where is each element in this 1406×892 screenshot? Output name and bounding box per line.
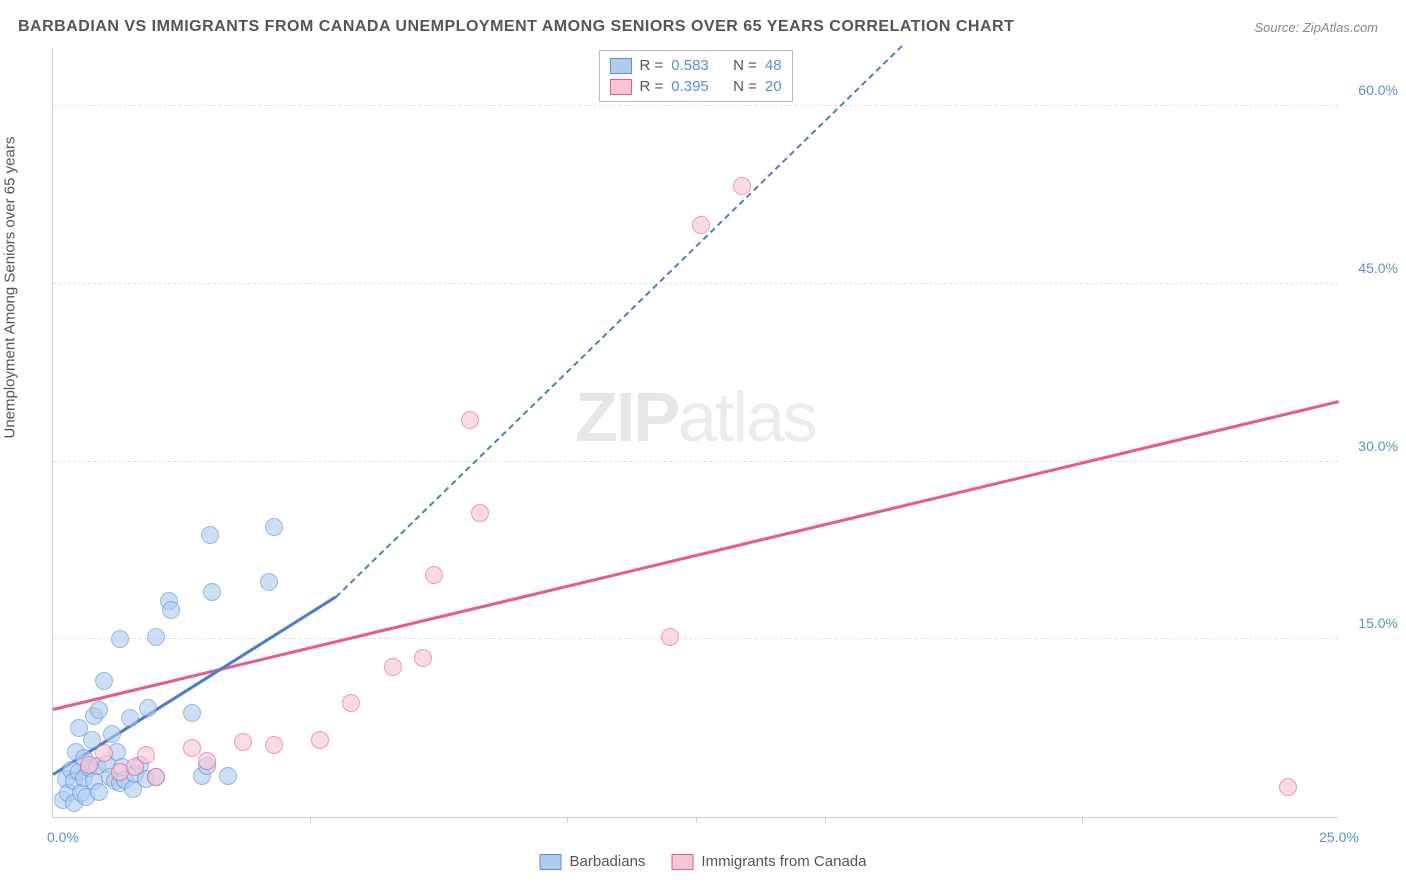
n-value: 20 (765, 78, 782, 95)
scatter-point (111, 630, 129, 648)
r-label: R = (639, 78, 663, 95)
r-label: R = (639, 57, 663, 74)
scatter-point (265, 736, 283, 754)
y-tick-label: 30.0% (1358, 438, 1398, 454)
scatter-point (198, 752, 216, 770)
scatter-point (162, 601, 180, 619)
scatter-point (311, 731, 329, 749)
scatter-point (201, 526, 219, 544)
x-tick-mark (1082, 817, 1083, 823)
scatter-point (137, 746, 155, 764)
scatter-point (342, 694, 360, 712)
legend-swatch (540, 854, 562, 870)
scatter-point (384, 658, 402, 676)
watermark-bold: ZIP (575, 378, 678, 456)
legend-item: Immigrants from Canada (671, 853, 866, 870)
legend-swatch (671, 854, 693, 870)
plot-area: ZIPatlas R = 0.583 N = 48 R = 0.395 N = … (52, 48, 1338, 818)
scatter-point (80, 756, 98, 774)
legend-label: Immigrants from Canada (701, 853, 866, 870)
scatter-point (234, 733, 252, 751)
scatter-point (183, 739, 201, 757)
trend-line-dashed (335, 45, 902, 597)
scatter-point (1279, 778, 1297, 796)
scatter-point (90, 783, 108, 801)
scatter-point (103, 725, 121, 743)
x-tick-label: 25.0% (1319, 829, 1359, 845)
source-attribution: Source: ZipAtlas.com (1254, 20, 1378, 35)
scatter-point (219, 767, 237, 785)
gridline-horizontal (53, 283, 1338, 284)
legend-label: Barbadians (570, 853, 646, 870)
y-tick-label: 60.0% (1358, 82, 1398, 98)
scatter-point (461, 411, 479, 429)
legend-item: Barbadians (540, 853, 646, 870)
scatter-point (265, 518, 283, 536)
bottom-legend: Barbadians Immigrants from Canada (540, 853, 867, 870)
gridline-horizontal (53, 105, 1338, 106)
y-tick-label: 15.0% (1358, 615, 1398, 631)
legend-swatch (609, 58, 631, 74)
scatter-point (471, 504, 489, 522)
trend-line (53, 400, 1340, 710)
y-tick-label: 45.0% (1358, 260, 1398, 276)
x-tick-mark (567, 817, 568, 823)
n-label: N = (733, 57, 757, 74)
y-axis-label: Unemployment Among Seniors over 65 years (2, 137, 19, 439)
gridline-horizontal (53, 638, 1338, 639)
x-tick-label: 0.0% (47, 829, 79, 845)
x-tick-mark (696, 817, 697, 823)
watermark: ZIPatlas (575, 377, 816, 457)
scatter-point (147, 628, 165, 646)
scatter-point (692, 216, 710, 234)
scatter-point (203, 583, 221, 601)
stats-legend: R = 0.583 N = 48 R = 0.395 N = 20 (598, 50, 792, 102)
scatter-point (95, 744, 113, 762)
n-label: N = (733, 78, 757, 95)
scatter-point (661, 628, 679, 646)
scatter-point (90, 701, 108, 719)
scatter-point (425, 566, 443, 584)
watermark-thin: atlas (678, 378, 816, 456)
scatter-point (139, 699, 157, 717)
scatter-point (733, 177, 751, 195)
chart-title: BARBADIAN VS IMMIGRANTS FROM CANADA UNEM… (18, 18, 1014, 36)
x-tick-mark (310, 817, 311, 823)
scatter-point (414, 649, 432, 667)
scatter-point (147, 768, 165, 786)
stats-row: R = 0.395 N = 20 (609, 76, 781, 97)
scatter-point (260, 573, 278, 591)
legend-swatch (609, 79, 631, 95)
scatter-point (95, 672, 113, 690)
scatter-point (121, 709, 139, 727)
x-tick-mark (825, 817, 826, 823)
n-value: 48 (765, 57, 782, 74)
r-value: 0.583 (671, 57, 709, 74)
stats-row: R = 0.583 N = 48 (609, 55, 781, 76)
gridline-horizontal (53, 461, 1338, 462)
r-value: 0.395 (671, 78, 709, 95)
scatter-point (183, 704, 201, 722)
